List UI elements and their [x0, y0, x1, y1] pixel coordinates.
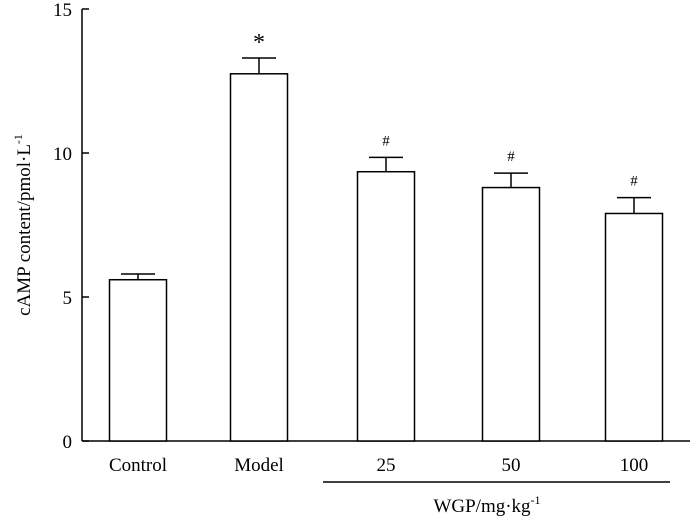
x-tick-label: Model [234, 455, 284, 476]
x-tick-label: 50 [502, 455, 521, 476]
x-tick-label: 25 [377, 455, 396, 476]
bars [108, 57, 664, 442]
y-axis-label-superscript: -1 [11, 134, 25, 144]
bar [604, 212, 664, 442]
significance-mark: # [507, 149, 515, 165]
y-tick-label: 0 [63, 432, 73, 453]
group-label-superscript: -1 [531, 493, 541, 507]
significance-mark: * [253, 30, 265, 56]
y-axis-label: cAMP content/pmol·L-1 [11, 134, 35, 316]
y-tick-label: 15 [53, 0, 72, 21]
bar [108, 278, 168, 442]
labels: Control * Model #25 #50 #100 [109, 30, 648, 476]
significance-mark: # [630, 174, 638, 190]
y-tick-label: 10 [53, 144, 72, 165]
group-label: WGP/mg·kg-1 [433, 493, 540, 517]
x-tick-label: Control [109, 455, 167, 476]
axes: 0 5 10 15 [53, 0, 690, 453]
bar [229, 73, 289, 442]
significance-mark: # [382, 133, 390, 149]
y-tick-label: 5 [63, 288, 73, 309]
bar [481, 186, 541, 442]
bar [356, 170, 416, 442]
x-tick-label: 100 [620, 455, 649, 476]
